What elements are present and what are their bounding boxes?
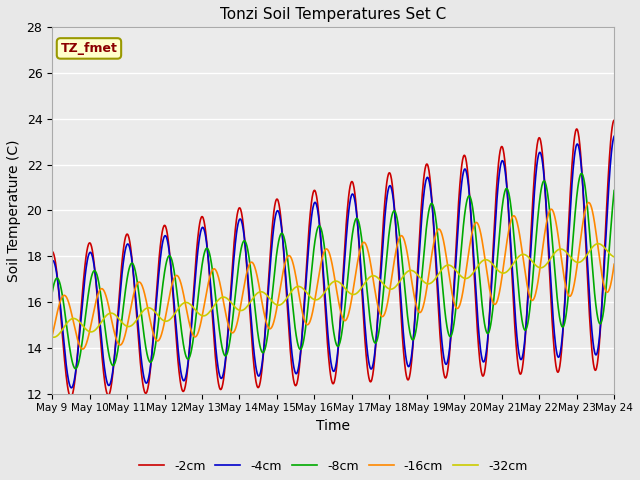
-8cm — [544, 192, 552, 197]
-2cm — [421, 168, 429, 174]
-4cm — [160, 235, 168, 240]
-8cm — [421, 241, 429, 247]
-16cm — [494, 295, 502, 301]
-8cm — [160, 275, 168, 280]
-8cm — [494, 247, 502, 252]
-8cm — [611, 188, 618, 193]
-16cm — [237, 304, 244, 310]
-4cm — [237, 216, 244, 222]
-2cm — [160, 223, 168, 229]
-2cm — [494, 165, 502, 170]
-32cm — [50, 335, 58, 340]
-4cm — [421, 184, 429, 190]
-32cm — [160, 318, 168, 324]
-32cm — [494, 268, 502, 274]
-32cm — [421, 279, 429, 285]
Legend: -2cm, -4cm, -8cm, -16cm, -32cm: -2cm, -4cm, -8cm, -16cm, -32cm — [134, 455, 532, 478]
-32cm — [611, 254, 618, 260]
Line: -4cm: -4cm — [52, 136, 614, 388]
Line: -2cm: -2cm — [52, 120, 614, 397]
Line: -8cm: -8cm — [52, 173, 614, 369]
-8cm — [578, 170, 586, 176]
Line: -32cm: -32cm — [52, 244, 614, 337]
-8cm — [48, 290, 56, 296]
-2cm — [237, 206, 244, 212]
-2cm — [544, 235, 552, 241]
-32cm — [544, 260, 552, 265]
-16cm — [79, 346, 86, 352]
Text: TZ_fmet: TZ_fmet — [61, 42, 117, 55]
-16cm — [160, 323, 168, 328]
-16cm — [173, 273, 181, 278]
-8cm — [72, 366, 79, 372]
-2cm — [67, 395, 75, 400]
-32cm — [595, 241, 602, 247]
-16cm — [48, 334, 56, 339]
-4cm — [48, 258, 56, 264]
-2cm — [48, 249, 56, 254]
-8cm — [173, 294, 181, 300]
-8cm — [237, 250, 244, 256]
-32cm — [173, 307, 181, 312]
-2cm — [611, 117, 618, 123]
Line: -16cm: -16cm — [52, 203, 614, 349]
-16cm — [585, 200, 593, 205]
-16cm — [421, 297, 429, 303]
-32cm — [237, 308, 244, 313]
Y-axis label: Soil Temperature (C): Soil Temperature (C) — [7, 139, 21, 282]
-4cm — [494, 182, 502, 188]
-32cm — [48, 334, 56, 340]
Title: Tonzi Soil Temperatures Set C: Tonzi Soil Temperatures Set C — [220, 7, 446, 22]
-4cm — [544, 227, 552, 233]
-4cm — [67, 385, 75, 391]
-4cm — [611, 133, 618, 139]
X-axis label: Time: Time — [316, 419, 350, 433]
-16cm — [544, 214, 552, 220]
-2cm — [173, 352, 181, 358]
-4cm — [173, 340, 181, 346]
-16cm — [611, 261, 618, 267]
